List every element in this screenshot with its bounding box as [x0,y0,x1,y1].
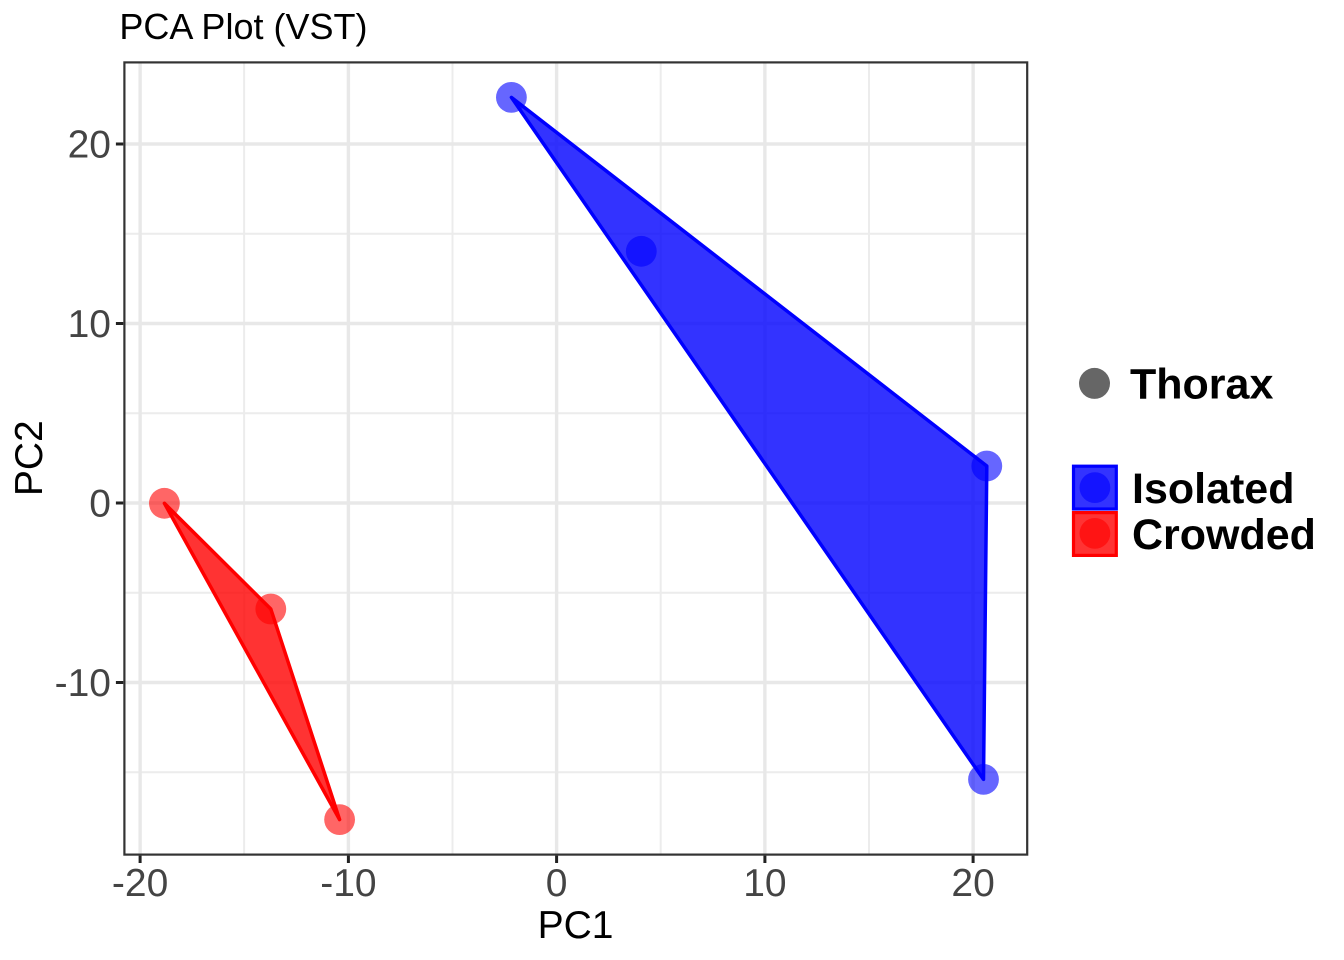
svg-text:-10: -10 [55,662,111,705]
svg-text:0: 0 [89,483,111,526]
svg-text:10: 10 [743,862,786,905]
svg-text:20: 20 [68,124,111,167]
svg-text:-20: -20 [112,862,168,905]
svg-text:20: 20 [951,862,994,905]
svg-text:10: 10 [68,303,111,346]
svg-text:-10: -10 [320,862,376,905]
svg-text:PC1: PC1 [538,904,614,947]
svg-text:Isolated: Isolated [1132,465,1295,513]
svg-text:Crowded: Crowded [1132,511,1316,559]
svg-text:Thorax: Thorax [1130,361,1273,409]
svg-text:0: 0 [546,862,568,905]
svg-text:PCA Plot (VST): PCA Plot (VST) [119,6,367,47]
svg-text:PC2: PC2 [8,420,51,496]
